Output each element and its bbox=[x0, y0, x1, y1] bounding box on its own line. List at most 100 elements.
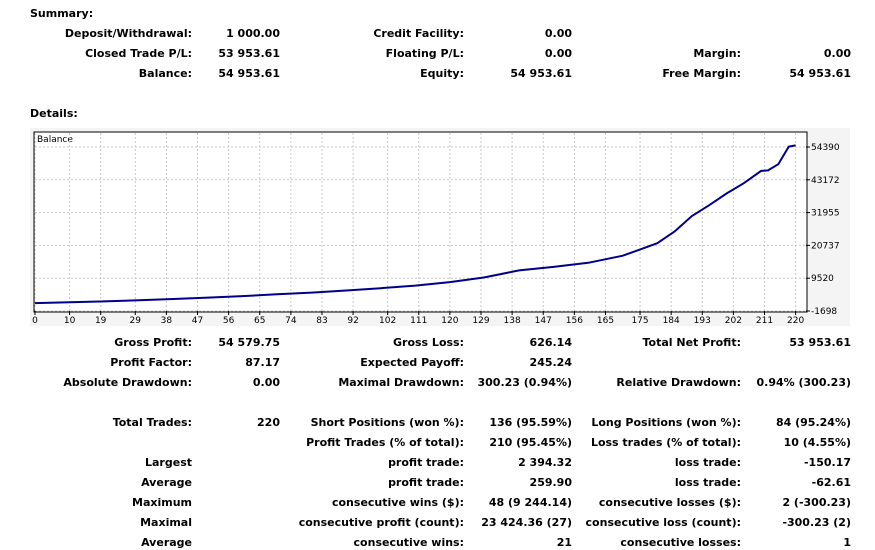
total-trades-value: 220 bbox=[257, 416, 280, 429]
balance-chart: Balance 0 10 19 29 38 47 56 65 74 83 92 102 111 120 12… bbox=[30, 128, 850, 326]
average-label: Average bbox=[141, 476, 192, 489]
largest-profit-trade-label: profit trade: bbox=[388, 456, 464, 469]
maximal-consecutive-profit-label: consecutive profit (count): bbox=[298, 516, 464, 529]
y-tick-label: 9520 bbox=[811, 274, 834, 284]
equity-value: 54 953.61 bbox=[510, 67, 572, 80]
max-consecutive-wins-label: consecutive wins ($): bbox=[331, 496, 464, 509]
average-loss-trade-label: loss trade: bbox=[674, 476, 741, 489]
loss-trades-label: Loss trades (% of total): bbox=[590, 436, 741, 449]
free-margin-value: 54 953.61 bbox=[789, 67, 851, 80]
largest-profit-trade-value: 2 394.32 bbox=[518, 456, 572, 469]
expected-payoff-value: 245.24 bbox=[529, 356, 572, 369]
maximal-drawdown-label: Maximal Drawdown: bbox=[338, 376, 464, 389]
grid bbox=[34, 133, 806, 312]
gross-profit-label: Gross Profit: bbox=[114, 336, 192, 349]
gross-profit-value: 54 579.75 bbox=[218, 336, 280, 349]
largest-label: Largest bbox=[145, 456, 192, 469]
x-tick-label: 220 bbox=[787, 316, 804, 326]
margin-value: 0.00 bbox=[823, 47, 851, 60]
average-loss-trade-value: -62.61 bbox=[811, 476, 851, 489]
x-tick-label: 19 bbox=[95, 316, 107, 326]
maximal-consecutive-loss-value: -300.23 (2) bbox=[782, 516, 851, 529]
maximal-drawdown-value: 300.23 (0.94%) bbox=[477, 376, 573, 389]
max-consecutive-wins-value: 48 (9 244.14) bbox=[488, 496, 572, 509]
balance-value: 54 953.61 bbox=[218, 67, 280, 80]
total-trades-label: Total Trades: bbox=[112, 416, 192, 429]
gross-loss-label: Gross Loss: bbox=[393, 336, 464, 349]
maximal-label: Maximal bbox=[140, 516, 192, 529]
axis-ticks: 0 10 19 29 38 47 56 65 74 83 92 102 111 120 129 138 147 1… bbox=[32, 143, 840, 326]
short-positions-label: Short Positions (won %): bbox=[310, 416, 464, 429]
x-tick-label: 65 bbox=[254, 316, 265, 326]
x-tick-label: 74 bbox=[285, 316, 297, 326]
deposit-value: 1 000.00 bbox=[226, 27, 280, 40]
expected-payoff-label: Expected Payoff: bbox=[360, 356, 464, 369]
credit-label: Credit Facility: bbox=[373, 27, 464, 40]
x-tick-label: 29 bbox=[130, 316, 142, 326]
profit-factor-label: Profit Factor: bbox=[110, 356, 192, 369]
y-tick-label: 43172 bbox=[811, 176, 840, 186]
plot-area bbox=[33, 131, 808, 313]
relative-drawdown-value: 0.94% (300.23) bbox=[756, 376, 852, 389]
maximal-consecutive-profit-value: 23 424.36 (27) bbox=[481, 516, 572, 529]
average-profit-trade-value: 259.90 bbox=[529, 476, 572, 489]
x-tick-label: 165 bbox=[597, 316, 614, 326]
balance-chart-svg: Balance 0 10 19 29 38 47 56 65 74 83 92 102 111 120 12… bbox=[32, 131, 840, 326]
max-consecutive-losses-value: 2 (-300.23) bbox=[782, 496, 851, 509]
avg-consecutive-losses-value: 1 bbox=[843, 536, 851, 549]
x-tick-label: 175 bbox=[631, 316, 648, 326]
margin-label: Margin: bbox=[693, 47, 741, 60]
chart-title: Balance bbox=[37, 135, 73, 145]
gross-loss-value: 626.14 bbox=[529, 336, 572, 349]
closed-pl-label: Closed Trade P/L: bbox=[85, 47, 192, 60]
maximum-label: Maximum bbox=[132, 496, 192, 509]
total-net-profit-value: 53 953.61 bbox=[789, 336, 851, 349]
x-tick-label: 211 bbox=[756, 316, 773, 326]
avg-consecutive-wins-label: consecutive wins: bbox=[353, 536, 464, 549]
absolute-drawdown-value: 0.00 bbox=[252, 376, 280, 389]
x-tick-label: 10 bbox=[64, 316, 76, 326]
profit-trades-label: Profit Trades (% of total): bbox=[306, 436, 464, 449]
average-profit-trade-label: profit trade: bbox=[388, 476, 464, 489]
closed-pl-value: 53 953.61 bbox=[218, 47, 280, 60]
deposit-label: Deposit/Withdrawal: bbox=[64, 27, 192, 40]
loss-trades-value: 10 (4.55%) bbox=[783, 436, 851, 449]
y-tick-label: 31955 bbox=[811, 209, 840, 219]
y-tick-label: 54390 bbox=[811, 143, 840, 153]
balance-series-line bbox=[34, 144, 796, 305]
x-tick-label: 47 bbox=[192, 316, 203, 326]
total-net-profit-label: Total Net Profit: bbox=[642, 336, 742, 349]
max-consecutive-losses-label: consecutive losses ($): bbox=[598, 496, 741, 509]
details-title: Details: bbox=[30, 107, 78, 120]
x-tick-label: 83 bbox=[316, 316, 327, 326]
x-tick-label: 156 bbox=[566, 316, 583, 326]
x-tick-label: 111 bbox=[410, 316, 427, 326]
largest-loss-trade-value: -150.17 bbox=[803, 456, 851, 469]
x-tick-label: 193 bbox=[694, 316, 711, 326]
profit-trades-value: 210 (95.45%) bbox=[489, 436, 572, 449]
maximal-consecutive-loss-label: consecutive loss (count): bbox=[585, 516, 741, 529]
short-positions-value: 136 (95.59%) bbox=[489, 416, 572, 429]
x-tick-label: 120 bbox=[441, 316, 458, 326]
long-positions-value: 84 (95.24%) bbox=[775, 416, 851, 429]
x-tick-label: 202 bbox=[725, 316, 742, 326]
free-margin-label: Free Margin: bbox=[662, 67, 741, 80]
x-tick-label: 38 bbox=[161, 316, 173, 326]
average-consecutive-label: Average bbox=[141, 536, 192, 549]
x-tick-label: 138 bbox=[504, 316, 521, 326]
x-tick-label: 0 bbox=[32, 316, 38, 326]
y-tick-label: -1698 bbox=[811, 307, 837, 317]
profit-factor-value: 87.17 bbox=[245, 356, 280, 369]
long-positions-label: Long Positions (won %): bbox=[591, 416, 741, 429]
x-tick-label: 129 bbox=[472, 316, 489, 326]
floating-pl-value: 0.00 bbox=[544, 47, 572, 60]
x-tick-label: 102 bbox=[379, 316, 396, 326]
equity-label: Equity: bbox=[420, 67, 464, 80]
y-tick-label: 20737 bbox=[811, 241, 840, 251]
avg-consecutive-losses-label: consecutive losses: bbox=[620, 536, 741, 549]
x-tick-label: 92 bbox=[347, 316, 358, 326]
absolute-drawdown-label: Absolute Drawdown: bbox=[63, 376, 192, 389]
x-tick-label: 184 bbox=[663, 316, 680, 326]
x-tick-label: 147 bbox=[535, 316, 552, 326]
credit-value: 0.00 bbox=[544, 27, 572, 40]
